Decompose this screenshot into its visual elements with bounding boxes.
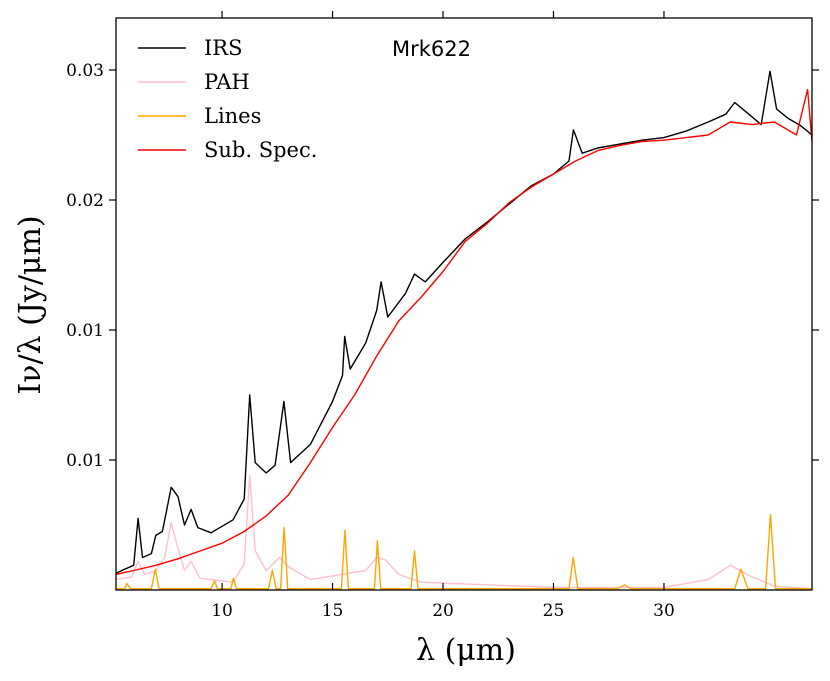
y-axis: 0.01 0.01 0.02 0.03 [66, 61, 819, 471]
y-tick-label: 0.01 [66, 321, 104, 341]
legend-label: IRS [204, 36, 243, 60]
x-tick-label: 15 [322, 601, 344, 621]
y-axis-title: Iν/λ (Jy/μm) [13, 215, 48, 394]
y-tick-label: 0.02 [66, 191, 104, 211]
axes-frame [115, 17, 813, 591]
series-line-sub-spec [116, 88, 812, 576]
legend-label: PAH [204, 70, 250, 94]
x-tick-label: 10 [211, 601, 233, 621]
x-axis: 10 15 20 25 30 [211, 11, 675, 621]
x-axis-title: λ (μm) [416, 633, 516, 668]
x-tick-label: 25 [543, 601, 565, 621]
chart-title: Mrk622 [392, 37, 471, 61]
legend-label: Sub. Spec. [204, 138, 317, 162]
legend-label: Lines [204, 104, 261, 128]
y-tick-label: 0.03 [66, 61, 104, 81]
x-tick-label: 20 [432, 601, 454, 621]
x-tick-label: 30 [653, 601, 675, 621]
y-tick-label: 0.01 [66, 451, 104, 471]
series-line-lines [116, 513, 812, 590]
series-line-pah [116, 474, 812, 590]
legend: IRS PAH Lines Sub. Spec. [138, 36, 317, 162]
series-line-irs [116, 70, 812, 574]
